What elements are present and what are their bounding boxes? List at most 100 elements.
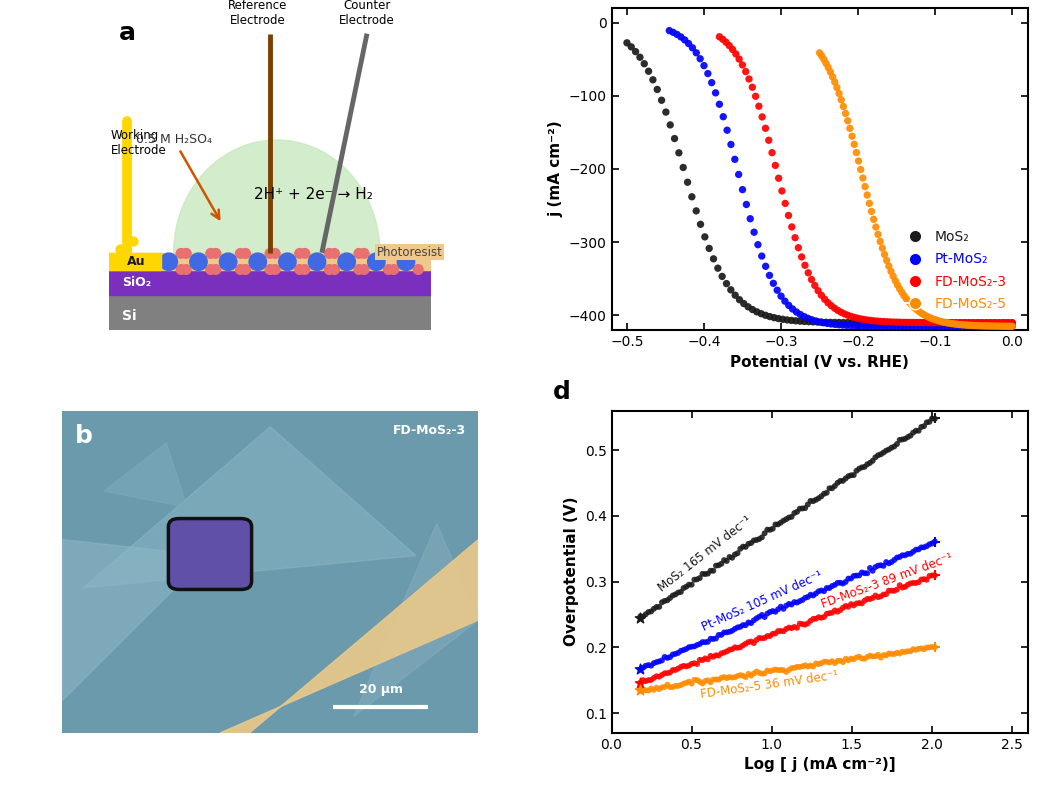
Point xyxy=(879,315,896,328)
Point xyxy=(945,317,961,329)
Polygon shape xyxy=(62,540,208,701)
Point xyxy=(878,317,895,329)
Point xyxy=(659,594,676,607)
Circle shape xyxy=(325,248,334,258)
Point xyxy=(975,317,991,329)
Point xyxy=(873,559,890,571)
Point xyxy=(824,580,841,593)
Point xyxy=(969,319,986,332)
Point xyxy=(974,317,990,329)
Point xyxy=(718,672,735,685)
Point xyxy=(810,284,826,297)
Point xyxy=(673,645,689,657)
Point xyxy=(876,248,893,261)
Point xyxy=(853,597,870,610)
Circle shape xyxy=(354,265,363,274)
Point xyxy=(632,676,649,689)
Point xyxy=(796,315,813,328)
Point xyxy=(691,653,708,666)
Point xyxy=(964,317,981,329)
Point xyxy=(691,572,708,585)
Point xyxy=(902,297,919,310)
Point xyxy=(843,469,859,481)
Point xyxy=(651,655,667,667)
Point xyxy=(820,61,837,74)
Point xyxy=(750,533,767,545)
Point xyxy=(762,630,778,642)
Point xyxy=(896,316,912,329)
Point xyxy=(722,138,739,151)
Point xyxy=(924,537,940,550)
Point xyxy=(829,605,846,618)
Point xyxy=(788,306,804,318)
Point xyxy=(956,317,973,329)
Point xyxy=(823,299,840,312)
Point xyxy=(965,320,982,333)
Point xyxy=(764,604,781,617)
Point xyxy=(788,314,804,327)
Point xyxy=(722,284,739,296)
Point xyxy=(708,559,725,572)
Point xyxy=(916,643,932,656)
Point xyxy=(824,482,841,495)
Point xyxy=(745,534,762,547)
Point xyxy=(856,567,873,579)
Point xyxy=(919,574,935,586)
Point xyxy=(854,172,871,184)
Point xyxy=(667,648,684,660)
Point xyxy=(863,314,879,327)
Point xyxy=(867,561,883,574)
Point xyxy=(701,242,717,255)
Point xyxy=(721,551,738,563)
Point xyxy=(950,320,966,333)
Point xyxy=(838,600,854,612)
Point xyxy=(776,197,793,210)
Point xyxy=(784,598,800,611)
Point xyxy=(928,316,945,329)
Point xyxy=(623,40,639,53)
Point xyxy=(862,562,878,574)
Point xyxy=(705,564,721,577)
Circle shape xyxy=(338,253,355,270)
Point xyxy=(920,310,936,323)
Point xyxy=(740,636,757,649)
Point xyxy=(948,318,964,330)
Point xyxy=(857,320,874,333)
Point xyxy=(754,608,770,621)
Point xyxy=(718,124,735,136)
Point xyxy=(676,660,692,672)
Point xyxy=(927,641,944,653)
Point xyxy=(852,313,869,325)
Point xyxy=(826,316,843,329)
Circle shape xyxy=(413,265,424,274)
Point xyxy=(916,420,932,433)
Point xyxy=(848,569,865,582)
Point xyxy=(892,647,908,660)
Point xyxy=(822,65,839,78)
Point xyxy=(976,320,992,333)
Point xyxy=(721,671,738,683)
Point xyxy=(708,673,725,686)
Point xyxy=(852,163,869,176)
Circle shape xyxy=(182,265,191,274)
Point xyxy=(848,597,865,610)
Point xyxy=(718,626,735,638)
Text: 0.5 M H₂SO₄: 0.5 M H₂SO₄ xyxy=(136,133,219,219)
Point xyxy=(759,630,775,642)
Point xyxy=(892,551,908,563)
Point xyxy=(656,681,673,693)
Point xyxy=(876,315,893,328)
Point xyxy=(770,603,787,615)
Point xyxy=(955,317,972,329)
Point xyxy=(838,575,854,588)
Point xyxy=(850,319,867,332)
Point xyxy=(969,320,986,333)
Point xyxy=(870,228,886,240)
Point xyxy=(767,159,784,172)
Point xyxy=(900,320,917,333)
Point xyxy=(761,134,777,147)
Point xyxy=(851,569,868,582)
Point xyxy=(908,316,925,329)
Point xyxy=(892,283,908,296)
Point xyxy=(747,90,764,102)
